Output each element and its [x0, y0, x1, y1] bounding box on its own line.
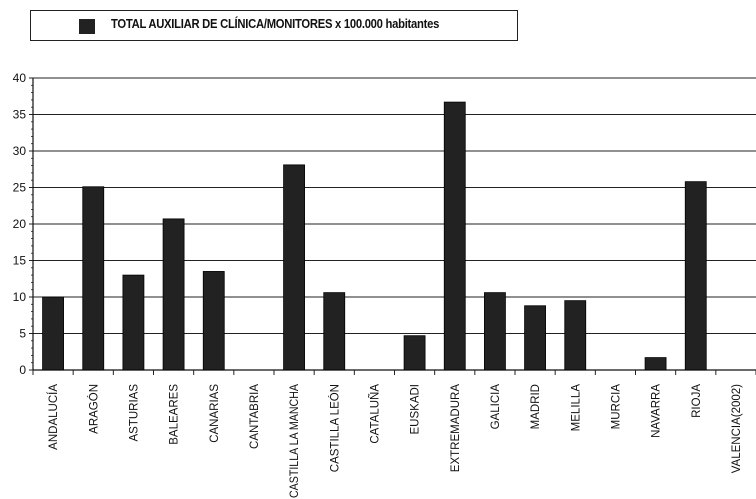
bar [82, 186, 105, 371]
y-tick-label: 25 [13, 181, 27, 195]
gridlines [33, 77, 756, 371]
x-tick-label: CASTILLA LA MANCHA [289, 384, 301, 498]
y-tick-label: 30 [13, 144, 27, 158]
bar [644, 357, 667, 371]
bar [684, 181, 707, 371]
x-tick-label: ARAGÓN [87, 384, 100, 434]
y-tick-label: 20 [13, 217, 27, 231]
y-tick-label: 40 [13, 71, 27, 85]
y-tick-label: 10 [13, 290, 27, 304]
bar [323, 292, 346, 371]
x-tick-label: BALEARES [169, 384, 181, 445]
x-tick-label: CATALUÑA [368, 384, 381, 444]
x-tick-label: CANARIAS [209, 384, 221, 443]
x-tick-label: MADRID [530, 384, 542, 429]
y-tick-labels: 0 5 10 15 20 25 30 35 40 [13, 71, 27, 377]
bar [162, 218, 185, 371]
x-tick-label: ASTURIAS [128, 384, 140, 442]
x-tick-label: GALICIA [490, 384, 502, 430]
legend-swatch [79, 19, 95, 34]
x-tick-label: NAVARRA [651, 384, 663, 438]
x-tick-label: MELILLA [570, 384, 582, 432]
bar [443, 101, 466, 371]
bar [524, 305, 546, 371]
bar [403, 335, 426, 371]
x-tick-label: CASTILLA LEÓN [328, 384, 341, 472]
bars [42, 101, 707, 371]
bar [202, 271, 225, 371]
legend-label: TOTAL AUXILIAR DE CLÍNICA/MONITORES x 10… [111, 17, 440, 31]
x-tick-label: EUSKADI [410, 384, 422, 435]
x-tick-label: CANTABRIA [249, 384, 261, 449]
y-tick-label: 35 [13, 108, 27, 122]
y-tick-label: 5 [19, 327, 26, 341]
x-tick-label: MURCIA [610, 384, 622, 430]
axes [29, 77, 756, 375]
x-tick-labels: ANDALUCÍA ARAGÓN ASTURIAS BALEARES CANARIAS C… [47, 384, 743, 498]
bar [122, 274, 145, 371]
x-tick-label: VALENCIA(2002) [731, 384, 743, 473]
bar [283, 164, 305, 371]
x-tick-label: ANDALUCÍA [47, 384, 60, 450]
x-tick-label: EXTREMADURA [450, 384, 462, 473]
bar [564, 300, 587, 371]
y-tick-label: 15 [13, 254, 27, 268]
bar [484, 292, 506, 371]
legend: TOTAL AUXILIAR DE CLÍNICA/MONITORES x 10… [30, 10, 518, 41]
bar [42, 296, 64, 371]
y-tick-label: 0 [19, 363, 26, 377]
x-tick-label: RIOJA [691, 384, 703, 418]
